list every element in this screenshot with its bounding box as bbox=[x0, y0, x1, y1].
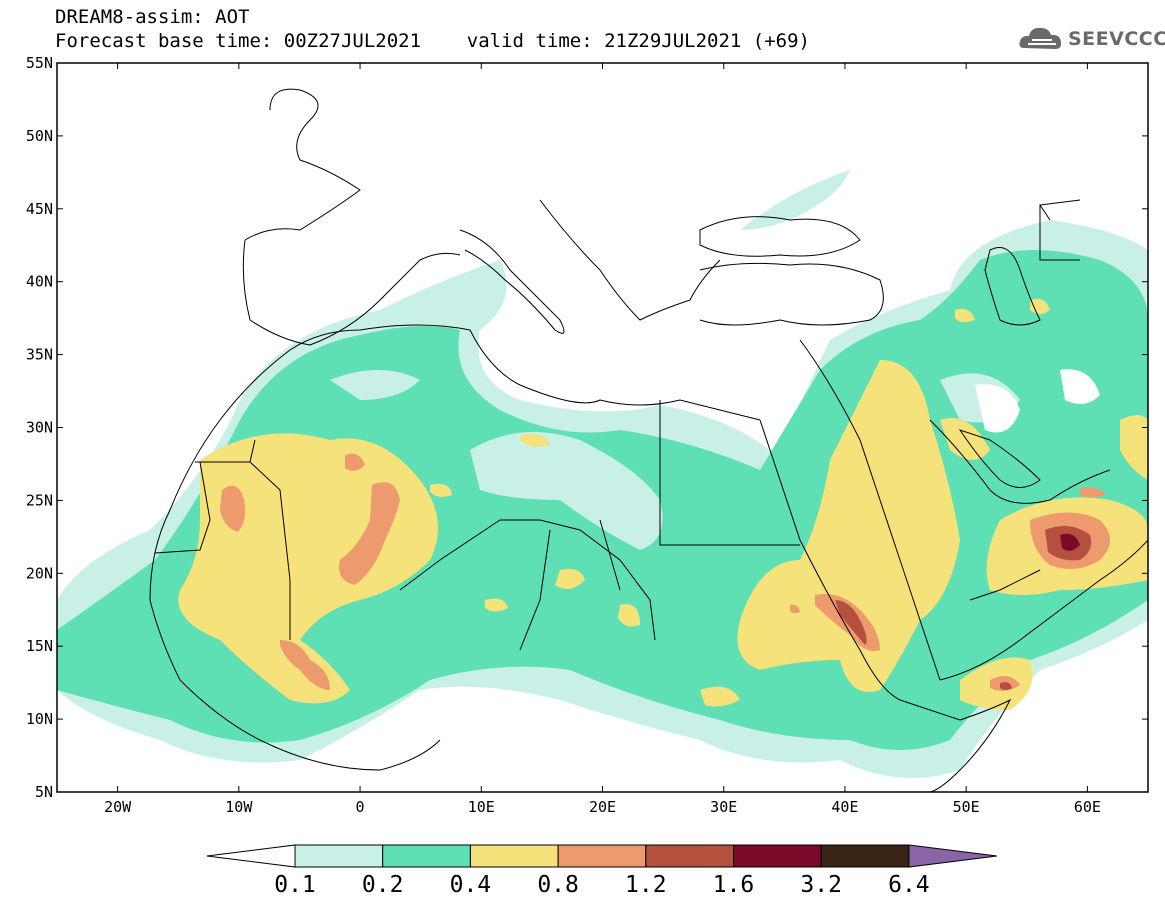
aot-clear-areas bbox=[975, 369, 1100, 433]
lat-label: 30N bbox=[26, 419, 53, 437]
colorbar-swatch bbox=[557, 844, 647, 868]
colorbar-swatch bbox=[469, 844, 559, 868]
lat-label: 10N bbox=[26, 710, 53, 728]
lon-label: 20E bbox=[589, 798, 616, 816]
colorbar-label: 3.2 bbox=[800, 872, 842, 898]
colorbar-swatch bbox=[294, 844, 384, 868]
colorbar-low-arrow bbox=[206, 844, 296, 868]
map-title: DREAM8-assim: AOT bbox=[55, 6, 250, 28]
lat-label: 5N bbox=[35, 783, 53, 801]
longitude-axis: 20W 10W 0 10E 20E 30E 40E 50E 60E bbox=[104, 63, 1101, 816]
colorbar-label: 1.6 bbox=[712, 872, 755, 898]
lon-label: 40E bbox=[831, 798, 858, 816]
lon-label: 0 bbox=[356, 798, 365, 816]
colorbar-high-arrow bbox=[908, 844, 997, 868]
lon-label: 30E bbox=[710, 798, 737, 816]
colorbar-label: 0.2 bbox=[361, 872, 404, 898]
map-subtitle: Forecast base time: 00Z27JUL2021 valid t… bbox=[55, 30, 810, 52]
lon-label: 50E bbox=[953, 798, 980, 816]
lon-label: 60E bbox=[1074, 798, 1101, 816]
coastlines bbox=[149, 88, 1148, 792]
lon-label: 10E bbox=[468, 798, 495, 816]
lat-label: 45N bbox=[26, 200, 53, 218]
cloud-icon bbox=[1019, 27, 1062, 49]
colorbar-swatch bbox=[733, 844, 822, 868]
colorbar-label: 1.2 bbox=[625, 872, 667, 898]
lat-label: 40N bbox=[26, 273, 53, 291]
lat-label: 50N bbox=[26, 127, 53, 145]
colorbar-label: 0.1 bbox=[274, 872, 316, 898]
colorbar-swatch bbox=[820, 844, 910, 868]
aot-band-1.6 bbox=[1060, 533, 1080, 551]
colorbar-label: 6.4 bbox=[888, 872, 930, 898]
lat-label: 25N bbox=[26, 491, 53, 509]
colorbar-swatch bbox=[645, 844, 734, 868]
colorbar-swatch bbox=[382, 844, 471, 868]
colorbar-label: 0.4 bbox=[449, 872, 492, 898]
lat-label: 15N bbox=[26, 637, 53, 655]
lon-label: 10W bbox=[225, 798, 253, 816]
lat-label: 35N bbox=[26, 346, 53, 364]
lon-label: 20W bbox=[104, 798, 132, 816]
latitude-axis: 55N 50N 45N 40N 35N 30N 25N 20N 15N 10N 5N bbox=[26, 54, 1148, 801]
lat-label: 20N bbox=[26, 564, 53, 582]
colorbar-label: 0.8 bbox=[537, 872, 579, 898]
lat-label: 55N bbox=[26, 54, 53, 72]
seevccc-logo: SEEVCCC bbox=[1018, 22, 1165, 56]
logo-text: SEEVCCC bbox=[1068, 28, 1165, 50]
